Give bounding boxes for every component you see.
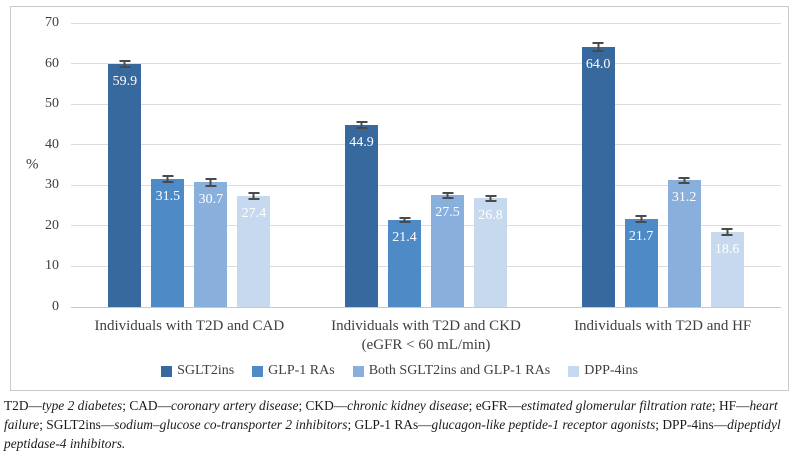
y-axis-title: % xyxy=(26,156,39,173)
error-bar xyxy=(248,191,260,200)
y-tick-label: 0 xyxy=(52,299,59,314)
legend-label: DPP-4ins xyxy=(584,363,638,378)
bar-value-label: 31.2 xyxy=(671,190,697,206)
legend: SGLT2ins GLP-1 RAs Both SGLT2ins and GLP-1… xyxy=(11,363,788,379)
caption-definition: sodium–glucose co-transporter 2 inhibito… xyxy=(114,417,348,432)
y-tick-label: 30 xyxy=(45,177,59,193)
caption-definition: type 2 diabetes xyxy=(41,398,123,413)
caption-definition: glucagon-like peptide-1 receptor agonist… xyxy=(431,417,656,432)
caption-abbreviation: ; GLP-1 RAs— xyxy=(347,417,432,432)
bar-value-label: 27.4 xyxy=(241,205,267,221)
legend-swatch xyxy=(352,365,364,377)
bar-glp-1-ras: 31.5 xyxy=(151,175,185,307)
legend-label: SGLT2ins xyxy=(177,363,235,378)
bar-both-sglt2ins-and-glp-1-ras: 31.2 xyxy=(667,176,701,307)
y-tick-label: 20 xyxy=(45,217,59,233)
bar-value-label: 31.5 xyxy=(155,189,181,205)
y-tick-label: 10 xyxy=(45,258,59,274)
y-tick-label: 50 xyxy=(45,96,59,112)
caption-abbreviation: ; SGLT2ins— xyxy=(39,417,115,432)
category-label: Individuals with T2D and CKD (eGFR < 60 m… xyxy=(331,318,521,353)
caption-definition: coronary artery disease xyxy=(171,398,299,413)
bar-dpp-4ins: 26.8 xyxy=(474,194,507,307)
legend-label: Both SGLT2ins and GLP-1 RAs xyxy=(368,363,551,378)
bar-glp-1-ras: 21.4 xyxy=(388,216,421,307)
bar-sglt2ins: 44.9 xyxy=(345,120,378,307)
error-bar xyxy=(356,120,367,129)
caption-abbreviation: ; CKD— xyxy=(298,398,348,413)
bar-group: 64.0 21.7 31.2 18.6 xyxy=(544,23,781,307)
caption-definition: heart failure xyxy=(4,398,778,432)
bar-dpp-4ins: 18.6 xyxy=(710,227,744,307)
bar-value-label: 59.9 xyxy=(112,73,138,89)
caption-abbreviation: ; eGFR— xyxy=(468,398,522,413)
bar-value-label: 18.6 xyxy=(714,241,740,257)
bar-value-label: 44.9 xyxy=(349,134,374,150)
error-bar xyxy=(592,42,604,53)
bar-value-label: 27.5 xyxy=(435,205,460,221)
caption-abbreviation: ; DPP-4ins— xyxy=(655,417,728,432)
bar-value-label: 64.0 xyxy=(585,57,611,73)
bar-dpp-4ins: 27.4 xyxy=(237,191,271,307)
error-bar xyxy=(485,194,496,202)
error-bar xyxy=(442,191,453,200)
gridline xyxy=(71,63,781,65)
gridline xyxy=(71,22,781,24)
error-bar xyxy=(635,215,647,223)
bar-value-label: 21.7 xyxy=(628,228,654,244)
plot-area: % 59.9 31.5 30.7 27.4 44.9 21.4 27.5 26.8 64.0 21… xyxy=(26,15,781,314)
caption-definition: dipeptidyl peptidase-4 inhibitors. xyxy=(4,417,781,451)
gridline xyxy=(71,225,781,227)
figure-caption: T2D—type 2 diabetes; CAD—coronary artery… xyxy=(4,396,796,453)
category-label: Individuals with T2D and CAD xyxy=(94,318,285,334)
x-axis-line xyxy=(71,306,781,308)
legend-label: GLP-1 RAs xyxy=(268,363,335,378)
bar-value-label: 26.8 xyxy=(478,208,503,224)
x-labels: Individuals with T2D and CAD Individuals … xyxy=(71,317,781,355)
category-label: Individuals with T2D and HF xyxy=(574,318,752,334)
legend-swatch xyxy=(161,365,173,377)
caption-abbreviation: ; HF— xyxy=(711,398,750,413)
gridline xyxy=(71,265,781,267)
y-tick-label: 70 xyxy=(45,15,59,30)
bars-layer: 59.9 31.5 30.7 27.4 44.9 21.4 27.5 26.8 64.0 21.7… xyxy=(71,23,781,307)
y-tick-label: 40 xyxy=(45,136,59,152)
error-bar xyxy=(721,227,733,236)
legend-item: SGLT2ins xyxy=(161,363,234,379)
legend-item: Both SGLT2ins and GLP-1 RAs xyxy=(352,363,551,379)
gridline xyxy=(71,184,781,186)
error-bar xyxy=(162,175,174,184)
caption-abbreviation: ; CAD— xyxy=(122,398,171,413)
bar-both-sglt2ins-and-glp-1-ras: 30.7 xyxy=(194,178,228,307)
legend-swatch xyxy=(252,365,264,377)
legend-item: GLP-1 RAs xyxy=(252,363,335,379)
error-bar xyxy=(205,178,217,187)
caption-abbreviation: T2D— xyxy=(4,398,42,413)
gridline xyxy=(71,144,781,146)
bar-group: 59.9 31.5 30.7 27.4 xyxy=(71,23,308,307)
bar-glp-1-ras: 21.7 xyxy=(624,215,658,307)
legend-swatch xyxy=(568,365,580,377)
caption-definition: estimated glomerular filtration rate xyxy=(521,398,712,413)
error-bar xyxy=(678,176,690,185)
error-bar xyxy=(119,59,131,69)
bar-sglt2ins: 59.9 xyxy=(108,59,142,307)
bar-both-sglt2ins-and-glp-1-ras: 27.5 xyxy=(431,191,464,307)
bar-group: 44.9 21.4 27.5 26.8 xyxy=(308,23,545,307)
legend-item: DPP-4ins xyxy=(568,363,638,379)
bar-value-label: 21.4 xyxy=(392,230,417,246)
bar-sglt2ins: 64.0 xyxy=(581,42,615,307)
gridline xyxy=(71,103,781,105)
error-bar xyxy=(399,216,410,224)
y-tick-label: 60 xyxy=(45,55,59,71)
bar-value-label: 30.7 xyxy=(198,192,224,208)
chart-frame: % 59.9 31.5 30.7 27.4 44.9 21.4 27.5 26.8 64.0 21… xyxy=(10,6,789,391)
caption-definition: chronic kidney disease xyxy=(347,398,469,413)
